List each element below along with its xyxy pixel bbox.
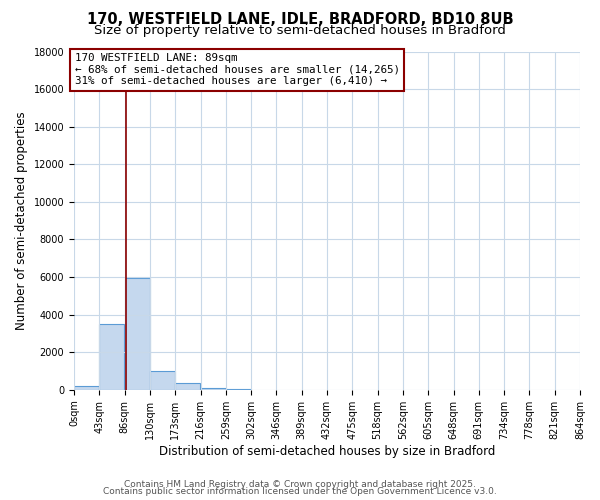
Bar <box>74 386 99 390</box>
Text: Contains HM Land Registry data © Crown copyright and database right 2025.: Contains HM Land Registry data © Crown c… <box>124 480 476 489</box>
Y-axis label: Number of semi-detached properties: Number of semi-detached properties <box>15 112 28 330</box>
Bar <box>150 371 175 390</box>
Text: 170, WESTFIELD LANE, IDLE, BRADFORD, BD10 8UB: 170, WESTFIELD LANE, IDLE, BRADFORD, BD1… <box>86 12 514 28</box>
Bar <box>100 324 124 390</box>
Bar <box>175 384 200 390</box>
Bar <box>200 388 226 390</box>
Text: Contains public sector information licensed under the Open Government Licence v3: Contains public sector information licen… <box>103 487 497 496</box>
Bar <box>125 278 150 390</box>
Text: 170 WESTFIELD LANE: 89sqm
← 68% of semi-detached houses are smaller (14,265)
31%: 170 WESTFIELD LANE: 89sqm ← 68% of semi-… <box>74 53 400 86</box>
Text: Size of property relative to semi-detached houses in Bradford: Size of property relative to semi-detach… <box>94 24 506 37</box>
X-axis label: Distribution of semi-detached houses by size in Bradford: Distribution of semi-detached houses by … <box>159 444 495 458</box>
